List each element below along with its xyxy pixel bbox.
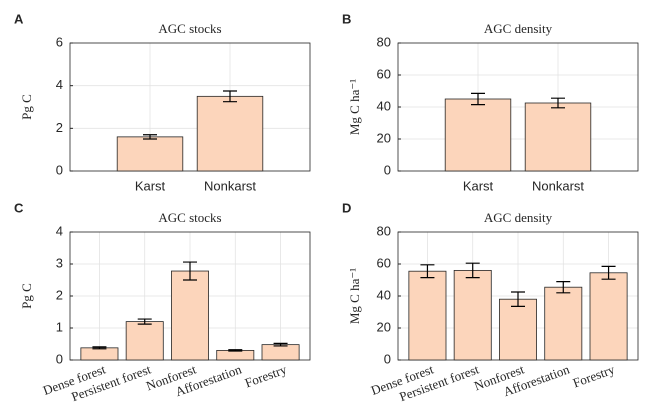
y-axis-label: Mg C ha⁻¹	[347, 268, 362, 324]
bar	[171, 270, 209, 361]
error-bar	[228, 349, 243, 352]
y-tick-label: 40	[377, 287, 391, 302]
y-tick-label: 0	[384, 162, 391, 177]
plot-area	[70, 43, 310, 171]
y-tick-label: 80	[377, 223, 391, 238]
chart-title: AGC stocks	[158, 21, 221, 36]
error-bar	[556, 281, 571, 294]
y-tick-label: 80	[377, 34, 391, 49]
error-bar	[137, 318, 152, 325]
chart-title: AGC density	[484, 21, 553, 36]
error-bar	[143, 134, 157, 140]
error-bar	[511, 291, 525, 307]
error-bar	[183, 261, 197, 281]
y-tick-label: 60	[377, 66, 391, 81]
axes-box	[69, 42, 311, 172]
panel-label: B	[342, 11, 351, 26]
y-tick-label: 0	[384, 351, 391, 366]
bar	[216, 349, 255, 361]
y-tick-label: 1	[56, 319, 63, 334]
y-tick-label: 0	[56, 351, 63, 366]
axes-box	[397, 42, 639, 172]
bar	[408, 270, 447, 361]
error-bar	[273, 342, 288, 347]
bar	[116, 136, 184, 172]
y-tick-label: 3	[56, 255, 63, 270]
y-tick-label: 2	[56, 287, 63, 302]
bar	[196, 95, 264, 172]
y-tick-label: 4	[56, 77, 63, 92]
x-tick-label: Nonkarst	[204, 178, 256, 193]
bar	[453, 269, 492, 361]
y-tick-label: 0	[56, 162, 63, 177]
bar	[524, 102, 592, 172]
y-axis-label: Pg C	[19, 94, 34, 120]
y-tick-label: 2	[56, 120, 63, 135]
x-tick-label: Forestry	[243, 361, 289, 390]
y-axis-label: Pg C	[19, 283, 34, 309]
chart-title: AGC stocks	[158, 210, 221, 225]
x-tick-label: Karst	[135, 178, 166, 193]
error-bar	[471, 92, 485, 106]
bar	[499, 298, 537, 361]
y-tick-label: 4	[56, 223, 63, 238]
bar	[589, 272, 628, 361]
panel-label: A	[14, 11, 24, 26]
y-tick-label: 6	[56, 34, 63, 49]
panel-label: C	[14, 200, 24, 215]
chart-title: AGC density	[484, 210, 553, 225]
error-bar	[465, 262, 480, 279]
panel-label: D	[342, 200, 351, 215]
bar	[444, 98, 512, 172]
y-tick-label: 20	[377, 130, 391, 145]
error-bar	[551, 97, 565, 109]
bar	[544, 286, 583, 361]
bar	[261, 344, 300, 361]
x-tick-label: Karst	[463, 178, 494, 193]
y-tick-label: 60	[377, 255, 391, 270]
error-bar	[92, 346, 107, 350]
y-tick-label: 20	[377, 319, 391, 334]
y-tick-label: 40	[377, 98, 391, 113]
bar	[125, 321, 164, 361]
error-bar	[601, 265, 616, 280]
x-tick-label: Nonkarst	[532, 178, 584, 193]
y-axis-label: Mg C ha⁻¹	[347, 79, 362, 135]
error-bar	[223, 90, 237, 103]
error-bar	[420, 264, 435, 279]
bar	[80, 347, 119, 361]
x-tick-label: Forestry	[571, 361, 617, 390]
